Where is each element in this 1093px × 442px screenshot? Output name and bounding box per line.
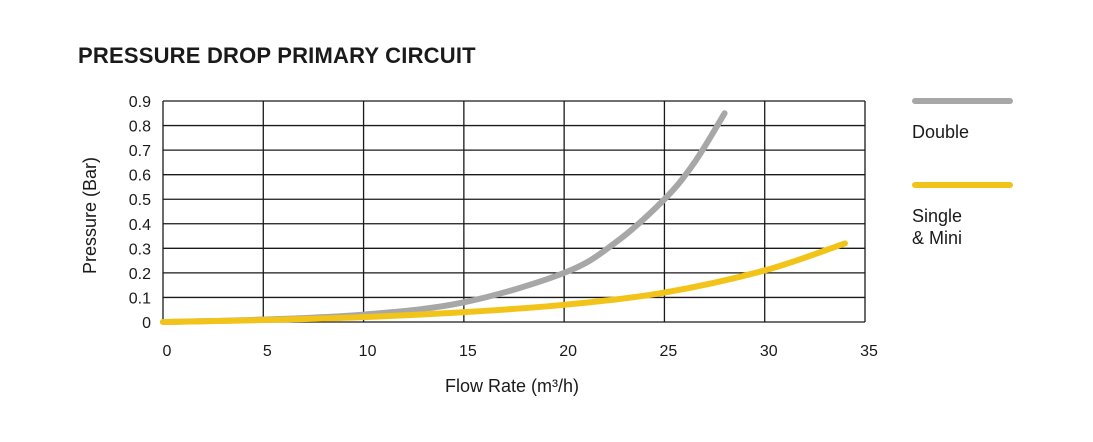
y-tick-label-4: 0.4	[129, 217, 151, 234]
x-tick-label-2: 10	[359, 343, 377, 360]
y-tick-label-2: 0.2	[129, 266, 151, 283]
y-tick-label-6: 0.6	[129, 168, 151, 185]
x-tick-label-1: 5	[263, 343, 272, 360]
chart-title: PRESSURE DROP PRIMARY CIRCUIT	[78, 43, 476, 68]
legend-label-line: Single	[912, 206, 962, 226]
x-tick-label-3: 15	[459, 343, 477, 360]
grid	[162, 100, 866, 323]
x-tick-label-7: 35	[860, 343, 878, 360]
legend-label-double: Double	[912, 122, 969, 142]
y-tick-label-9: 0.9	[129, 94, 151, 111]
x-axis-label: Flow Rate (m³/h)	[445, 376, 579, 396]
y-tick-label-3: 0.3	[129, 241, 151, 258]
series-line-double	[160, 110, 728, 325]
series-lines	[160, 110, 848, 325]
y-tick-label-8: 0.8	[129, 119, 151, 136]
series-line-single-mini	[160, 240, 848, 325]
y-axis-label: Pressure (Bar)	[80, 157, 100, 274]
y-tick-label-7: 0.7	[129, 143, 151, 160]
tick-labels: 0 0.1 0.2 0.3 0.4 0.5 0.6 0.7 0.8 0.9 0 5 10 15 20 25 30…	[129, 94, 878, 360]
y-tick-label-1: 0.1	[129, 290, 151, 307]
x-tick-label-0: 0	[163, 343, 172, 360]
x-tick-label-4: 20	[559, 343, 577, 360]
legend-label-line: & Mini	[912, 228, 962, 248]
y-tick-label-5: 0.5	[129, 192, 151, 209]
x-tick-label-6: 30	[760, 343, 778, 360]
legend-label-line: Double	[912, 122, 969, 142]
legend-label-single-mini: Single & Mini	[912, 206, 962, 248]
y-tick-label-0: 0	[142, 315, 151, 332]
x-tick-label-5: 25	[660, 343, 678, 360]
legend: Double Single & Mini	[912, 98, 1013, 248]
